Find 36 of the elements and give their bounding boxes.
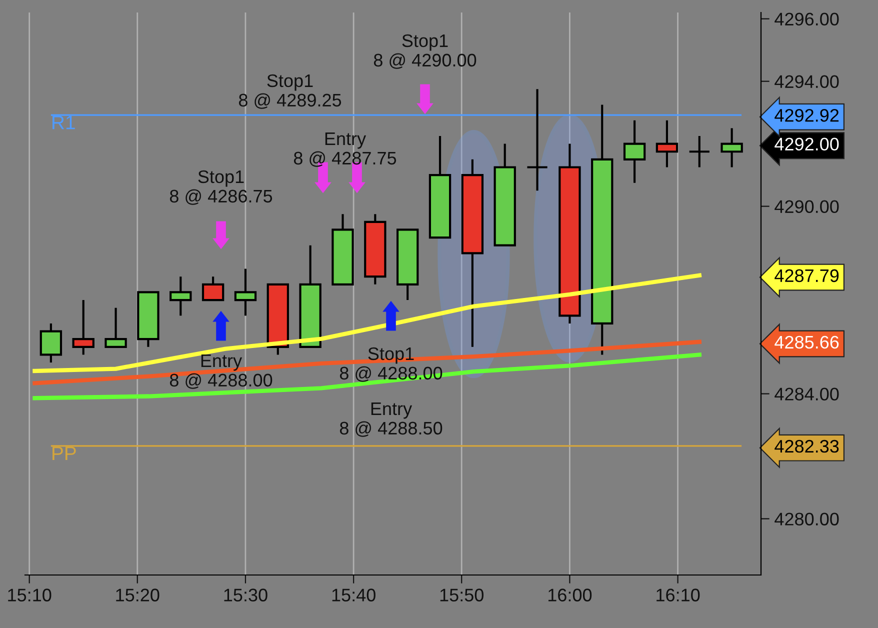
candlestick [720, 127, 743, 168]
candlestick [72, 298, 94, 356]
annotation: Entry 8 @ 4287.75 [294, 132, 396, 167]
candlestick [104, 306, 127, 348]
y-tick-label: 4290.00 [774, 200, 839, 214]
y-tick-label: 4287.79 [774, 269, 839, 282]
y-tick-label: 4292.00 [774, 138, 839, 151]
x-tick-label: 16:10 [656, 588, 700, 602]
y-tick-label: 4284.00 [774, 388, 839, 400]
y-tick-label: 4294.00 [774, 75, 839, 88]
ref-line-label: R1 [52, 116, 75, 130]
x-tick-label: 15:10 [8, 588, 52, 602]
annotation: Stop1 8 @ 4289.25 [238, 74, 342, 109]
candlestick [202, 276, 224, 302]
y-tick-label: 4280.00 [774, 512, 839, 526]
candlestick [656, 119, 678, 168]
annotation: Entry 8 @ 4288.00 [170, 354, 272, 389]
x-tick-label: 15:50 [440, 588, 484, 602]
annotation: Stop1 8 @ 4286.75 [170, 170, 272, 205]
candlestick [40, 322, 62, 364]
x-tick-label: 15:20 [116, 588, 160, 602]
ref-line-label: PP [52, 446, 76, 460]
candlestick [170, 276, 192, 317]
y-tick-label: 4292.92 [774, 108, 839, 122]
x-tick-label: 15:30 [224, 588, 268, 602]
candlestick [688, 134, 710, 168]
candlestick [234, 268, 257, 317]
candlestick [623, 119, 646, 184]
y-tick-label: 4282.33 [774, 440, 839, 453]
annotation: Stop1 8 @ 4290.00 [374, 34, 476, 69]
x-tick-label: 15:40 [332, 588, 376, 602]
x-tick-label: 16:00 [548, 588, 592, 602]
annotation: Entry 8 @ 4288.50 [340, 402, 442, 437]
y-tick-label: 4285.66 [774, 336, 839, 349]
y-tick-label: 4296.00 [774, 12, 839, 26]
candlestick [526, 88, 548, 192]
